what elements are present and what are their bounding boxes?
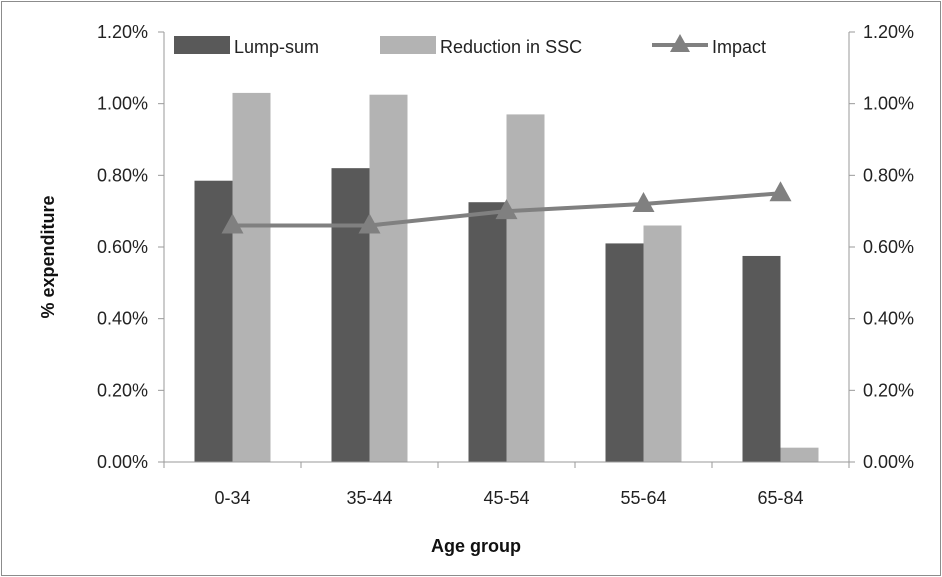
legend-marker-impact: [670, 34, 690, 52]
x-tick-label-35-44: 35-44: [346, 488, 392, 508]
marker-impact-65-84: [769, 181, 792, 202]
impact-line-layer: [221, 181, 792, 234]
y-tick-label-right: 0.40%: [863, 309, 914, 329]
bar-lump-sum-65-84: [742, 255, 781, 462]
y-tick-label-right: 0.00%: [863, 452, 914, 472]
bar-lump-sum-45-54: [468, 202, 507, 463]
y-tick-label-right: 0.20%: [863, 380, 914, 400]
y-tick-label-right: 0.60%: [863, 237, 914, 257]
x-axis-title: Age group: [431, 536, 521, 556]
legend-swatch-reduction-in-ssc: [380, 36, 436, 54]
y-tick-label-left: 0.40%: [97, 309, 148, 329]
legend-label-impact: Impact: [712, 37, 766, 57]
legend: Lump-sum Reduction in SSC Impact: [174, 34, 766, 57]
bar-reduction-in-ssc-35-44: [369, 94, 408, 462]
y-tick-label-right: 1.00%: [863, 94, 914, 114]
bar-lump-sum-35-44: [331, 168, 370, 462]
bar-lump-sum-55-64: [605, 243, 644, 462]
bar-lump-sum-0-34: [194, 180, 233, 463]
bar-reduction-in-ssc-55-64: [643, 225, 682, 462]
y-tick-label-right: 0.80%: [863, 165, 914, 185]
marker-impact-0-34: [221, 213, 244, 234]
y-axis-title: % expenditure: [38, 195, 58, 318]
x-tick-label-45-54: 45-54: [483, 488, 529, 508]
x-tick-label-65-84: 65-84: [757, 488, 803, 508]
bar-reduction-in-ssc-65-84: [780, 447, 819, 462]
y-tick-label-left: 0.00%: [97, 452, 148, 472]
bars-layer: [194, 92, 819, 463]
bar-reduction-in-ssc-45-54: [506, 114, 545, 463]
legend-label-lump-sum: Lump-sum: [234, 37, 319, 57]
y-tick-label-left: 1.00%: [97, 94, 148, 114]
y-tick-label-left: 1.20%: [97, 22, 148, 42]
x-tick-label-0-34: 0-34: [214, 488, 250, 508]
legend-label-reduction-in-ssc: Reduction in SSC: [440, 37, 582, 57]
y-tick-label-left: 0.60%: [97, 237, 148, 257]
bar-reduction-in-ssc-0-34: [232, 92, 271, 463]
y-tick-label-right: 1.20%: [863, 22, 914, 42]
legend-swatch-lump-sum: [174, 36, 230, 54]
marker-impact-35-44: [358, 213, 381, 234]
x-tick-label-55-64: 55-64: [620, 488, 666, 508]
marker-impact-45-54: [495, 199, 518, 220]
y-tick-label-left: 0.80%: [97, 165, 148, 185]
marker-impact-55-64: [632, 192, 655, 212]
y-tick-label-left: 0.20%: [97, 380, 148, 400]
ticks-layer: 0.00% 0.20% 0.40% 0.60% 0.80% 1.00% 1.20% 0.00%…: [97, 22, 914, 508]
